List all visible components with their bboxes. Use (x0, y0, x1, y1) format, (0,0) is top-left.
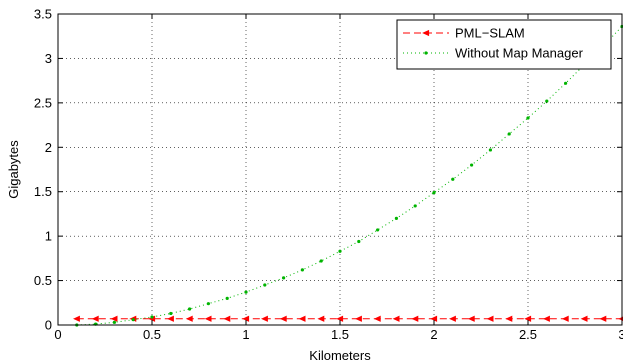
data-point (185, 315, 193, 322)
data-point (319, 259, 323, 263)
legend-label-without-map-manager: Without Map Manager (455, 46, 584, 61)
x-tick-label: 2 (430, 327, 437, 342)
data-point (150, 315, 154, 319)
data-point (561, 315, 569, 322)
data-point (279, 315, 287, 322)
x-tick-label: 1 (242, 327, 249, 342)
y-tick-label: 2.5 (34, 95, 52, 110)
y-tick-label: 0 (45, 318, 52, 333)
series-layer (72, 24, 623, 327)
x-tick-label: 2.5 (519, 327, 537, 342)
data-point (244, 290, 248, 294)
data-point (263, 283, 267, 287)
data-point (448, 315, 456, 322)
data-point (430, 315, 438, 322)
ticks: 0 0.5 1 1.5 2 2.5 3 0 0.5 1 1.5 2 2.5 3 3.5 (34, 7, 623, 343)
x-tick-label: 3 (618, 327, 623, 342)
data-point (392, 315, 400, 322)
data-point (225, 296, 229, 300)
data-point (411, 315, 419, 322)
data-point (110, 315, 118, 322)
data-point (599, 315, 607, 322)
data-point (470, 163, 474, 167)
data-point (486, 315, 494, 322)
data-point (300, 268, 304, 272)
data-point (112, 320, 116, 324)
data-point (505, 315, 513, 322)
data-point (354, 315, 362, 322)
series-1 (75, 24, 623, 327)
data-point (580, 315, 588, 322)
data-point (526, 116, 530, 120)
data-point (72, 315, 80, 322)
data-point (188, 307, 192, 311)
legend-box (396, 19, 612, 70)
data-point (413, 204, 417, 208)
legend-marker-without-map-manager (424, 51, 428, 55)
data-point (542, 315, 550, 322)
data-point (282, 276, 286, 280)
x-tick-label: 0 (54, 327, 61, 342)
data-point (488, 148, 492, 152)
data-point (169, 311, 173, 316)
data-point (336, 315, 344, 322)
legend: PML−SLAM Without Map Manager (396, 19, 612, 70)
data-point (204, 315, 212, 322)
y-tick-label: 0.5 (34, 273, 52, 288)
x-tick-label: 1.5 (331, 327, 349, 342)
data-point (91, 315, 99, 322)
data-point (507, 132, 511, 136)
data-point (131, 318, 135, 322)
data-point (357, 239, 361, 244)
legend-marker-pml-slam (422, 29, 430, 37)
y-tick-label: 3.5 (34, 7, 52, 22)
data-point (394, 216, 398, 220)
data-point (166, 315, 174, 322)
data-point (338, 249, 342, 253)
legend-item-pml-slam: PML−SLAM (403, 26, 525, 41)
y-tick-label: 2 (45, 140, 52, 155)
y-tick-label: 1.5 (34, 184, 52, 199)
y-axis-label: Gigabytes (6, 140, 21, 199)
data-point (260, 315, 268, 322)
x-axis-label: Kilometers (309, 348, 371, 363)
data-point (467, 315, 475, 322)
legend-label-pml-slam: PML−SLAM (455, 26, 525, 41)
data-point (242, 315, 250, 322)
data-point (317, 315, 325, 322)
data-point (373, 315, 381, 322)
data-point (223, 315, 231, 322)
data-point (432, 191, 436, 195)
legend-item-without-map-manager: Without Map Manager (403, 46, 584, 61)
y-tick-label: 3 (45, 51, 52, 66)
data-point (376, 228, 380, 232)
data-point (451, 177, 455, 181)
data-point (298, 315, 306, 322)
y-tick-label: 1 (45, 229, 52, 244)
data-point (545, 99, 549, 103)
series-line (76, 26, 623, 326)
data-point (524, 315, 532, 322)
series-0 (72, 315, 623, 322)
data-point (206, 302, 210, 306)
x-tick-label: 0.5 (143, 327, 161, 342)
data-point (564, 81, 568, 85)
